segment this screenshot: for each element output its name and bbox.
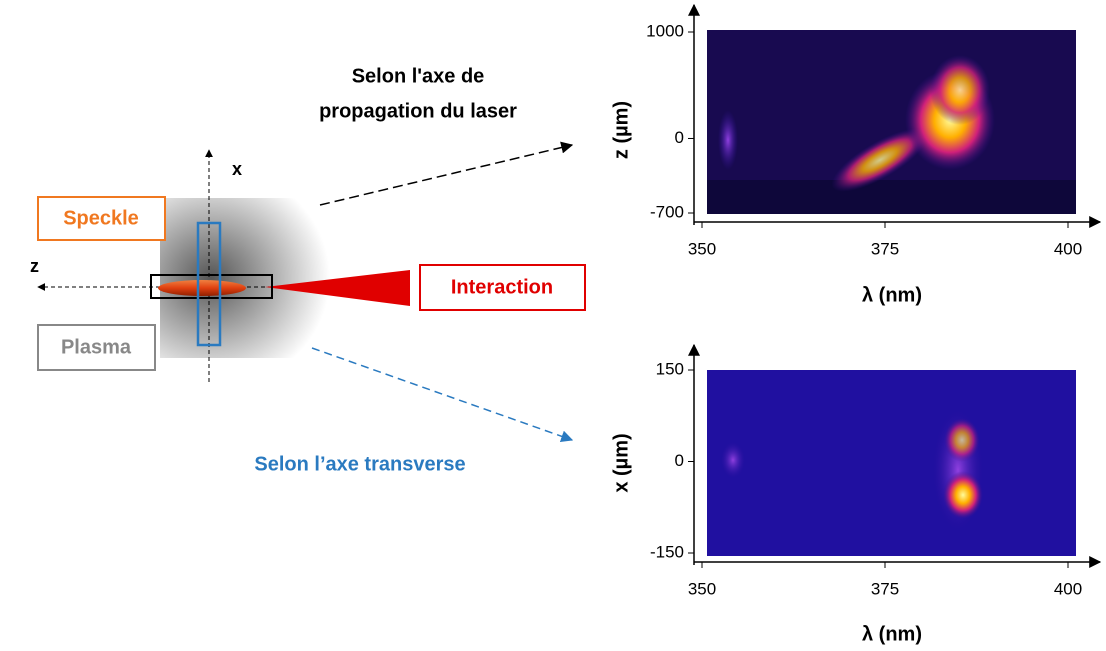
- y-tick-label: 150: [656, 359, 684, 378]
- interaction-box: [419, 264, 586, 311]
- z-label: z: [30, 256, 39, 276]
- plasma-box: [37, 324, 156, 371]
- interaction-label: Interaction: [451, 276, 553, 298]
- y-tick-label: 0: [675, 128, 684, 147]
- longitudinal-arrow: [319, 141, 574, 206]
- interaction-zone: [158, 280, 246, 296]
- x-tick-label: 400: [1054, 579, 1082, 598]
- spectrum-image: [707, 30, 1076, 214]
- y-tick-label: 1000: [646, 21, 684, 40]
- x-tick-label: 400: [1054, 239, 1082, 258]
- transverse-arrow: [311, 347, 574, 443]
- y-tick-label: 0: [675, 451, 684, 470]
- plots: 350 375 400 -700 0 1000 λ (nm) z (µm) 350 375 400 -…: [610, 3, 1102, 645]
- plasma-region: [160, 198, 330, 358]
- x-tick-label: 375: [871, 579, 899, 598]
- x-tick-label: 350: [688, 239, 716, 258]
- plasma-label: Plasma: [61, 336, 132, 358]
- y-tick-label: -700: [650, 202, 684, 221]
- y-axis-label: z (µm): [610, 101, 632, 159]
- speckle-label: Speckle: [63, 207, 139, 229]
- transverse-box: [196, 221, 222, 347]
- y-axis-label: x (µm): [610, 433, 632, 492]
- x-tick-label: 350: [688, 579, 716, 598]
- y-tick-label: -150: [650, 542, 684, 561]
- longitudinal-title: propagation du laser: [319, 100, 517, 122]
- x-label: x: [232, 159, 242, 179]
- x-axis-label: λ (nm): [862, 623, 922, 645]
- transverse-title: Selon l’axe transverse: [254, 453, 465, 475]
- longitudinal-title: Selon l'axe de: [352, 65, 485, 87]
- laser-beam: [265, 270, 410, 306]
- x-axis-label: λ (nm): [862, 284, 922, 306]
- spectrum-image: [707, 370, 1076, 556]
- setup-diagram: x z Speckle Plasma Interaction Selon l'a…: [30, 65, 586, 475]
- speckle-box: [37, 196, 166, 241]
- longitudinal-box: [150, 274, 273, 299]
- x-tick-label: 375: [871, 239, 899, 258]
